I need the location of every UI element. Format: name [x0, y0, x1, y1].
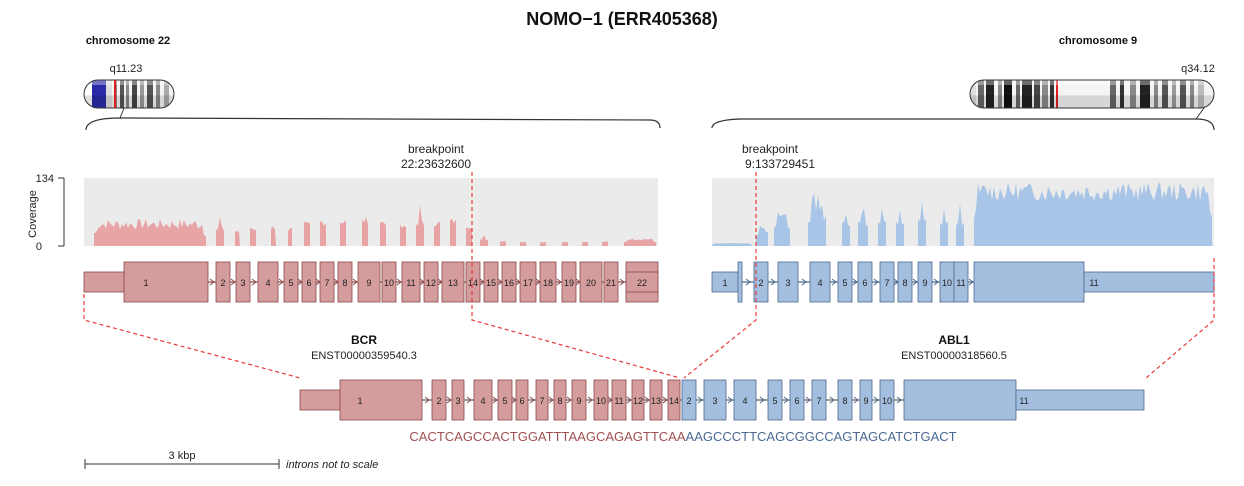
breakpoint-22-position: 22:23632600: [401, 157, 471, 171]
bcr-start-line: [83, 294, 301, 379]
exon-label: 1: [143, 278, 148, 288]
exon-label: 6: [306, 278, 311, 288]
chromosome-22-label: chromosome 22: [86, 35, 170, 47]
exon-label: 3: [712, 396, 717, 406]
exon-label: 13: [448, 278, 458, 288]
exon-label: 7: [816, 396, 821, 406]
exon-label: 6: [519, 396, 524, 406]
exon-label: 5: [842, 278, 847, 288]
exon-label: 10: [942, 278, 952, 288]
bcr-gene-name: BCR: [351, 333, 377, 347]
abl1-gene-name: ABL1: [938, 333, 970, 347]
breakpoint-9-label: breakpoint: [742, 142, 799, 156]
breakpoint-22-label: breakpoint: [408, 142, 465, 156]
zoom-bracket-9: [711, 118, 1215, 131]
band-22-label: q11.23: [110, 63, 143, 75]
exon-label: 12: [426, 278, 436, 288]
exon-label: 5: [288, 278, 293, 288]
breakpoint-9-position: 9:133729451: [745, 157, 815, 171]
abl1-end-line: [1145, 258, 1215, 379]
band-9-label: q34.12: [1181, 63, 1215, 75]
exon-label: 13: [651, 396, 661, 406]
exon-label: 22: [637, 278, 647, 288]
exon-label: 2: [686, 396, 691, 406]
exon-label: 14: [669, 396, 679, 406]
scale-note: introns not to scale: [286, 459, 378, 471]
exon-label: 7: [884, 278, 889, 288]
exon-label: 11: [956, 278, 965, 288]
exon-label: 8: [902, 278, 907, 288]
exon-label: 4: [480, 396, 485, 406]
exon-label: 9: [863, 396, 868, 406]
exon-label: 4: [817, 278, 822, 288]
junction-sequence: CACTCAGCCACTGGATTTAAGCAGAGTTCAAAAGCCCTTC…: [409, 429, 956, 444]
exon-label: 7: [324, 278, 329, 288]
coverage-axis-label: Coverage: [27, 190, 39, 238]
exon-label: 6: [862, 278, 867, 288]
exon-label: 17: [523, 278, 533, 288]
scale-bar-label: 3 kbp: [169, 450, 196, 462]
coverage-track-bcr: [94, 205, 656, 246]
breakpoint-lines: [83, 172, 1215, 379]
exon-label: 8: [842, 396, 847, 406]
exon-label: 14: [468, 278, 478, 288]
exon-label: 16: [504, 278, 514, 288]
zoom-connector-22: [119, 107, 125, 119]
abl1-exon-track: 1 2 3 4 5 6 7 8 9 10 11 11: [711, 261, 1215, 303]
exon-label: 2: [436, 396, 441, 406]
bcr-breakpoint-line: [471, 172, 681, 379]
exon-label: 6: [794, 396, 799, 406]
exon-label: 11: [614, 396, 623, 406]
exon-label: 2: [220, 278, 225, 288]
exon-label: 12: [633, 396, 643, 406]
plot-title: NOMO−1 (ERR405368): [526, 9, 718, 29]
exon-label: 1: [357, 396, 362, 406]
coverage-max-label: 134: [36, 173, 54, 185]
zoom-connector-9: [1195, 107, 1205, 120]
exon-label: 21: [606, 278, 616, 288]
exon-label: 3: [240, 278, 245, 288]
exon-label: 11: [406, 278, 415, 288]
exon-label: 20: [586, 278, 596, 288]
abl1-breakpoint-line: [683, 172, 757, 379]
exon-label: 9: [576, 396, 581, 406]
exon-label: 7: [539, 396, 544, 406]
exon-label: 5: [772, 396, 777, 406]
exon-label: 9: [922, 278, 927, 288]
exon-label: 10: [596, 396, 606, 406]
chromosome-9-ideogram: [969, 79, 1215, 109]
exon-label: 5: [502, 396, 507, 406]
coverage-track-abl1: [712, 182, 1212, 246]
exon-label: 10: [384, 278, 394, 288]
exon-label: 11: [1019, 396, 1028, 406]
exon-label: 3: [785, 278, 790, 288]
bcr-exon-track: 1 2 3 4 5 6 7 8 9 10 11 12 13 14 15 16 17 18 19 20 21 22: [83, 261, 659, 303]
exon-label: 3: [455, 396, 460, 406]
abl1-transcript: ENST00000318560.5: [901, 350, 1007, 362]
exon-label: 10: [882, 396, 892, 406]
exon-label: 8: [342, 278, 347, 288]
fusion-transcript: 1 2 3 4 5 6 7 8 9 10 11 12 13 14 2 3 4 5 6 7 8 9 10 11: [299, 379, 1145, 421]
exon-label: 4: [742, 396, 747, 406]
exon-label: 9: [366, 278, 371, 288]
exon-label: 15: [486, 278, 496, 288]
exon-label: 2: [758, 278, 763, 288]
bcr-transcript: ENST00000359540.3: [311, 350, 417, 362]
junction-sequence-abl1: AAGCCCTTCAGCGGCCAGTAGCATCTGACT: [686, 429, 957, 444]
exon-label: 19: [564, 278, 574, 288]
exon-label: 8: [557, 396, 562, 406]
exon-label: 1: [722, 278, 727, 288]
chromosome-22-ideogram: [83, 79, 175, 109]
junction-sequence-bcr: CACTCAGCCACTGGATTTAAGCAGAGTTCAA: [409, 429, 685, 444]
zoom-bracket-22: [85, 117, 661, 131]
chromosome-9-label: chromosome 9: [1059, 35, 1137, 47]
coverage-min-label: 0: [36, 241, 42, 253]
exon-label: 18: [543, 278, 553, 288]
exon-label: 11: [1089, 278, 1098, 288]
exon-label: 4: [265, 278, 270, 288]
